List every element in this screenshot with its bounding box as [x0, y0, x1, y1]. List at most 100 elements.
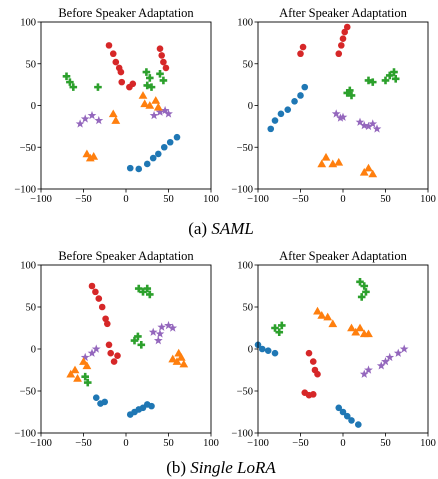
data-point [95, 295, 103, 302]
y-tick-label: 50 [26, 59, 37, 70]
y-tick-label: −100 [231, 185, 253, 196]
data-point [277, 110, 285, 118]
data-point [155, 107, 165, 116]
data-point [98, 303, 106, 311]
y-tick-label: 0 [248, 101, 253, 112]
data-point [335, 404, 343, 412]
data-point [338, 42, 345, 49]
axes-frame [40, 21, 212, 190]
data-point [364, 329, 373, 338]
data-point [148, 402, 155, 410]
caption-a: (a) SAML [188, 219, 254, 238]
data-point [88, 282, 96, 290]
data-point [364, 365, 373, 374]
data-point [89, 152, 99, 160]
data-point [368, 119, 378, 128]
data-point [79, 357, 88, 365]
data-point [164, 109, 173, 118]
x-tick-label: 0 [123, 438, 128, 449]
data-point [137, 341, 146, 349]
data-point [356, 278, 364, 286]
panel-saml-before: Before Speaker Adaptation −100 −50 0 50 100 −1… [14, 6, 219, 205]
x-tick-label: 50 [380, 194, 391, 205]
data-point [334, 157, 344, 166]
data-point [135, 165, 143, 173]
data-point [360, 282, 369, 290]
data-points [62, 42, 181, 173]
data-point [267, 125, 275, 133]
y-tick-label: −100 [231, 429, 253, 440]
data-point [173, 133, 181, 141]
data-point [172, 357, 182, 365]
data-point [390, 68, 398, 76]
data-point [143, 160, 151, 168]
x-tick-label: −100 [247, 438, 269, 449]
data-point [343, 412, 351, 420]
data-point [109, 50, 117, 58]
data-point [134, 284, 143, 293]
data-point [130, 336, 139, 345]
data-point [143, 81, 152, 90]
y-tick-label: 50 [243, 59, 254, 70]
x-tick-label: −100 [30, 194, 52, 205]
data-point [336, 113, 345, 122]
data-point [351, 327, 361, 336]
data-point [355, 323, 365, 332]
x-tick-label: 0 [340, 438, 345, 449]
y-tick-label: 50 [26, 303, 37, 314]
data-point [339, 408, 347, 416]
data-point [305, 349, 313, 357]
caption-b-prefix: (b) [166, 458, 190, 477]
data-point [145, 101, 155, 109]
data-point [82, 361, 92, 370]
panel-title: After Speaker Adaptation [279, 6, 407, 20]
data-point [321, 152, 331, 161]
data-point [381, 357, 390, 366]
data-point [364, 121, 373, 131]
x-tick-label: −100 [247, 194, 269, 205]
y-tick-label: −50 [237, 387, 253, 398]
data-point [335, 50, 343, 58]
y-tick-label: 100 [20, 261, 36, 272]
panel-title: Before Speaker Adaptation [58, 249, 194, 263]
x-tick-label: −50 [75, 194, 91, 205]
x-tick-label: −50 [292, 438, 308, 449]
panel-lora-after: After Speaker Adaptation −100 −50 0 50 100 −10… [231, 249, 436, 449]
data-point [385, 71, 394, 80]
data-point [147, 83, 156, 91]
data-point [347, 323, 356, 332]
x-tick-label: −50 [75, 438, 91, 449]
data-point [338, 112, 348, 121]
data-point [297, 92, 304, 99]
scatter-panels: Before Speaker Adaptation −100 −50 0 50 100 −1… [14, 6, 436, 449]
y-tick-label: 100 [20, 18, 36, 29]
data-point [368, 78, 377, 86]
data-point [323, 312, 333, 321]
data-point [176, 353, 186, 361]
panel-lora-before: Before Speaker Adaptation −100 −50 0 50 100 −1… [14, 249, 219, 449]
data-point [359, 120, 369, 130]
data-point [142, 68, 151, 76]
data-point [399, 344, 409, 353]
data-point [70, 365, 80, 374]
data-point [381, 76, 390, 85]
data-point [385, 352, 395, 362]
data-point [140, 99, 150, 108]
data-point [155, 150, 162, 158]
data-point [271, 324, 279, 332]
data-point [107, 349, 114, 357]
data-point [105, 341, 113, 349]
data-point [348, 417, 355, 424]
data-point [291, 98, 298, 105]
caption-b-name: Single LoRA [190, 458, 276, 477]
data-point [104, 320, 111, 328]
data-point [94, 83, 102, 91]
data-point [153, 336, 163, 345]
data-point [117, 68, 125, 76]
data-point [339, 35, 347, 42]
x-tick-label: 0 [340, 194, 345, 205]
data-point [317, 311, 327, 319]
data-point [301, 83, 309, 91]
data-point [284, 106, 292, 113]
data-point [155, 329, 165, 338]
